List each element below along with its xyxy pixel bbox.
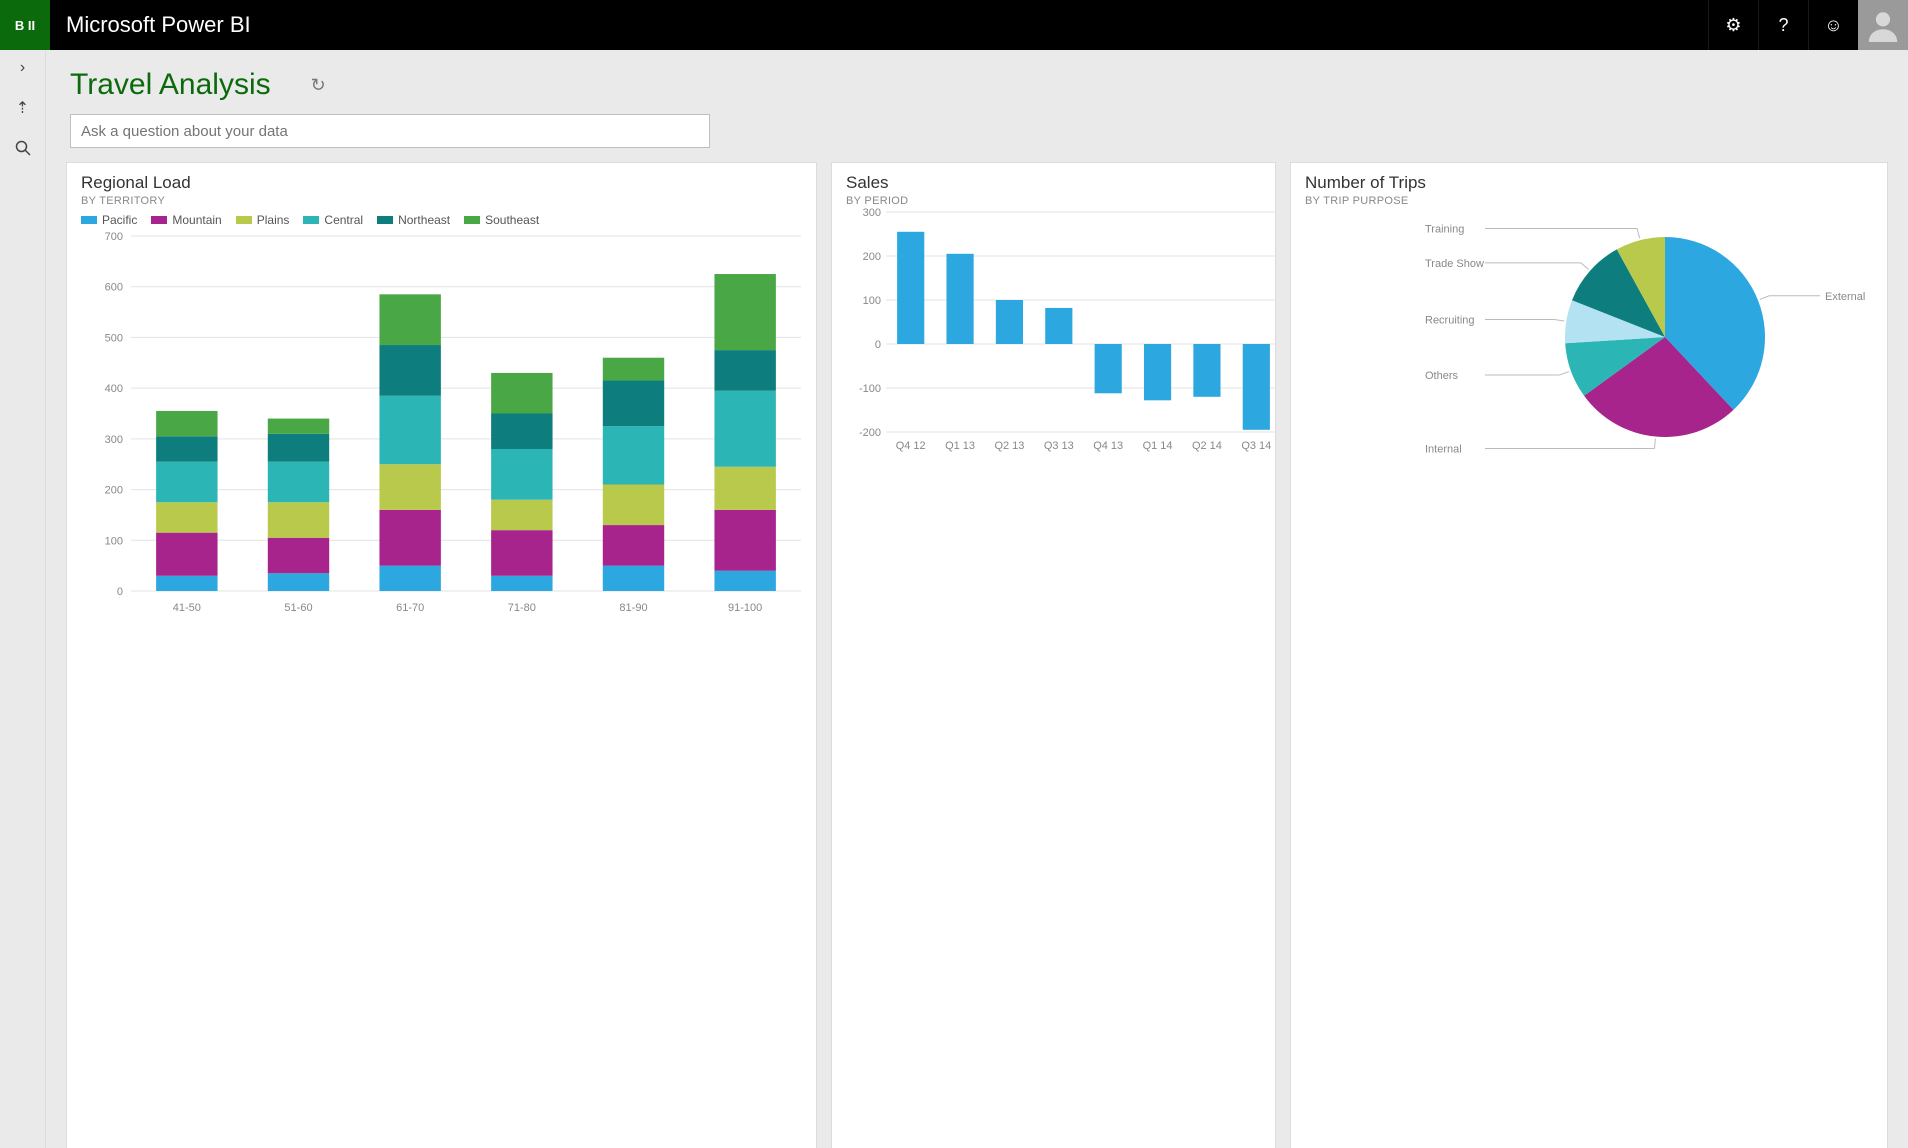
svg-text:100: 100 [863,295,881,307]
avatar[interactable] [1858,0,1908,50]
svg-text:Q3 13: Q3 13 [1044,440,1074,452]
dashboard-canvas: Travel Analysis ↻ Regional Load BY TERRI… [46,50,1908,1148]
svg-text:100: 100 [105,535,123,547]
svg-text:700: 700 [105,231,123,243]
tile-title: Regional Load [81,173,802,193]
legend-item: Northeast [377,213,450,227]
qa-input[interactable] [70,114,710,148]
svg-text:Q4 12: Q4 12 [896,440,926,452]
svg-text:Q1 13: Q1 13 [945,440,975,452]
svg-text:Q1 14: Q1 14 [1143,440,1173,452]
svg-text:300: 300 [863,207,881,219]
svg-text:External: External [1825,291,1865,303]
gear-icon[interactable]: ⚙ [1708,0,1758,50]
tile-subtitle: BY TERRITORY [81,195,802,207]
trips-pie: External Internal Others Recruiting Trade Sh… [1305,207,1875,457]
app-brand: Microsoft Power BI [50,12,251,38]
svg-text:91-100: 91-100 [728,602,762,614]
svg-text:Others: Others [1425,370,1459,382]
svg-text:71-80: 71-80 [508,602,536,614]
svg-text:Q3 14: Q3 14 [1241,440,1271,452]
tile-sales[interactable]: Sales BY PERIOD -200 -100 0 100 200 300 Q4 12 Q… [831,162,1276,1148]
svg-text:400: 400 [105,383,123,395]
svg-text:0: 0 [875,339,881,351]
tile-subtitle: BY PERIOD [846,195,1261,207]
svg-text:600: 600 [105,282,123,294]
help-icon[interactable]: ? [1758,0,1808,50]
regional-load-chart: 0 100 200 300 400 500 600 700 41-50 51-60 61-70 71-… [81,231,811,621]
refresh-icon[interactable]: ↻ [311,75,326,96]
svg-text:Training: Training [1425,224,1464,236]
svg-text:Q2 13: Q2 13 [994,440,1024,452]
legend-item: Central [303,213,363,227]
tile-title: Number of Trips [1305,173,1873,193]
tile-title: Sales [846,173,1261,193]
legend-item: Pacific [81,213,137,227]
svg-text:Q4 13: Q4 13 [1093,440,1123,452]
svg-text:0: 0 [117,586,123,598]
sales-chart: -200 -100 0 100 200 300 Q4 12 Q1 13 Q2 13 Q3 13 Q4… [846,207,1276,457]
svg-text:200: 200 [863,251,881,263]
search-icon[interactable] [11,136,35,160]
svg-text:Internal: Internal [1425,444,1462,456]
svg-text:Recruiting: Recruiting [1425,314,1475,326]
svg-text:Q2 14: Q2 14 [1192,440,1222,452]
sidebar: › ⇡ [0,50,46,1148]
svg-text:500: 500 [105,332,123,344]
topbar: B II Microsoft Power BI ⚙ ? ☺ [0,0,1908,50]
svg-text:81-90: 81-90 [619,602,647,614]
svg-text:200: 200 [105,485,123,497]
legend: Pacific Mountain Plains Central Northeast Sou… [81,213,802,227]
page-title: Travel Analysis [70,68,271,102]
svg-text:-200: -200 [859,427,881,439]
legend-item: Southeast [464,213,539,227]
svg-text:41-50: 41-50 [173,602,201,614]
svg-text:300: 300 [105,434,123,446]
legend-item: Plains [236,213,290,227]
svg-text:Trade Show: Trade Show [1425,258,1484,270]
svg-text:61-70: 61-70 [396,602,424,614]
upload-icon[interactable]: ⇡ [11,96,35,120]
chevron-right-icon[interactable]: › [11,56,35,80]
tile-trips[interactable]: Number of Trips BY TRIP PURPOSE External… [1290,162,1888,1148]
tile-regional-load[interactable]: Regional Load BY TERRITORY Pacific Mounta… [66,162,817,1148]
app-logo[interactable]: B II [0,0,50,50]
smiley-icon[interactable]: ☺ [1808,0,1858,50]
legend-item: Mountain [151,213,221,227]
svg-text:51-60: 51-60 [284,602,312,614]
logo-text: B II [15,18,35,33]
svg-text:-100: -100 [859,383,881,395]
tile-subtitle: BY TRIP PURPOSE [1305,195,1873,207]
